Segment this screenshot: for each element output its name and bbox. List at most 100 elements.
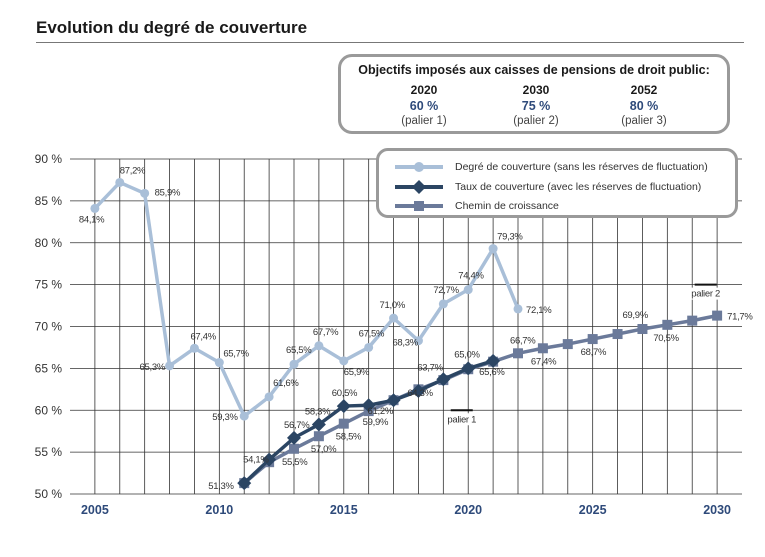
data-label-degre: 65,9% [344, 367, 370, 378]
point-degre [364, 342, 374, 352]
point-degre [389, 313, 399, 323]
objective-percent: 60 % [409, 99, 439, 113]
point-degre [463, 285, 473, 295]
point-chemin [313, 431, 324, 442]
data-label-taux: 65,0% [454, 349, 480, 360]
data-label-degre: 68,3% [392, 338, 418, 349]
palier-label-bg [446, 413, 479, 426]
data-label-chemin: 70,5% [653, 333, 679, 344]
point-taux [336, 399, 351, 414]
data-label-chemin: 59,9% [363, 417, 389, 428]
data-label-taux: 54,1% [243, 455, 269, 466]
legend-label: Degré de couverture (sans les réserves d… [455, 161, 708, 173]
point-chemin [537, 343, 548, 354]
x-tick-label: 2005 [81, 503, 109, 517]
point-taux [237, 476, 252, 491]
data-label-degre: 65,5% [286, 345, 312, 356]
data-label-chemin: 69,9% [622, 310, 648, 321]
y-tick-label: 60 % [35, 403, 63, 417]
title-divider [36, 42, 744, 43]
point-taux [386, 393, 401, 408]
data-label-degre: 72,1% [526, 305, 552, 316]
y-tick-label: 70 % [35, 320, 63, 334]
y-tick-label: 65 % [35, 361, 63, 375]
point-degre [115, 177, 125, 187]
data-label-degre: 65,3% [140, 362, 166, 373]
point-degre [289, 359, 299, 369]
point-chemin [513, 348, 523, 359]
data-label-degre: 85,9% [155, 187, 181, 198]
objective-2052: 2052 80 % (palier 3) [599, 83, 689, 129]
y-tick-label: 80 % [35, 236, 63, 250]
series-line-degre [93, 180, 520, 418]
data-label-degre: 74,4% [458, 271, 484, 282]
data-label-taux: 60,5% [332, 388, 358, 399]
legend-item-chemin: Chemin de croissance [393, 198, 559, 214]
x-tick-label: 2025 [579, 503, 607, 517]
point-degre [140, 188, 150, 198]
objective-step: (palier 1) [401, 115, 447, 127]
x-tick-label: 2020 [454, 503, 482, 517]
point-degre [214, 358, 224, 368]
chart-data-labels: 84,1% 87,2% 85,9% 65,3% 67,4% 65,7% 59,3% 61,6%… [79, 165, 754, 492]
point-taux [311, 417, 326, 432]
point-degre [264, 392, 274, 402]
legend-label: Taux de couverture (avec les réserves de… [455, 181, 702, 193]
data-label-taux: 65,6% [479, 367, 505, 378]
objective-2020: 2020 60 % (palier 1) [379, 83, 469, 129]
y-tick-label: 85 % [35, 194, 63, 208]
data-label-chemin: 57,0% [311, 444, 337, 455]
objectives-box: Objectifs imposés aux caisses de pension… [338, 54, 730, 134]
point-chemin [662, 319, 673, 330]
palier-label: palier 1 [447, 414, 476, 425]
point-degre [339, 356, 349, 366]
data-label-chemin: 64,3% [407, 388, 433, 399]
point-chemin [289, 443, 299, 454]
y-tick-label: 50 % [35, 487, 63, 501]
data-label-degre: 67,7% [313, 327, 339, 338]
point-degre [513, 304, 523, 314]
objective-2030: 2030 75 % (palier 2) [491, 83, 581, 129]
palier-label-bg [690, 287, 723, 300]
series-line-chemin [243, 313, 718, 485]
data-label-taux: 56,7% [284, 420, 310, 431]
data-label-degre: 87,2% [120, 165, 146, 176]
data-label-degre: 72,7% [433, 285, 459, 296]
legend-label: Chemin de croissance [455, 200, 559, 212]
point-chemin [587, 334, 598, 345]
chart-series [90, 177, 723, 491]
point-taux [287, 430, 301, 445]
legend-marker-square [395, 201, 443, 211]
point-chemin [687, 315, 698, 326]
x-tick-label: 2010 [205, 503, 233, 517]
point-taux [361, 398, 376, 413]
objective-year: 2020 [410, 83, 438, 97]
page-title: Evolution du degré de couverture [36, 18, 308, 37]
point-degre [239, 411, 249, 421]
objective-step: (palier 3) [621, 115, 667, 127]
data-label-chemin: 71,7% [727, 312, 753, 323]
point-chemin [637, 324, 648, 335]
y-tick-label: 55 % [35, 445, 63, 459]
legend-marker-diamond [395, 180, 443, 194]
data-label-degre: 67,5% [359, 328, 385, 339]
point-taux [436, 372, 451, 387]
data-label-chemin: 67,4% [531, 356, 557, 367]
point-degre [438, 299, 448, 309]
data-label-taux: 51,3% [208, 481, 234, 492]
point-degre [314, 341, 324, 351]
chart-axes: 50 % 55 % 60 % 65 % 70 % 75 % 80 % 85 % 90 % 2005… [35, 152, 731, 517]
objective-percent: 75 % [521, 99, 551, 113]
legend-item-degre: Degré de couverture (sans les réserves d… [393, 159, 708, 175]
data-label-degre: 84,1% [79, 214, 105, 225]
legend-item-taux: Taux de couverture (avec les réserves de… [393, 179, 701, 195]
point-chemin [612, 329, 623, 340]
data-label-chemin: 58,5% [336, 432, 362, 443]
palier-label: palier 2 [691, 289, 720, 300]
point-degre [488, 244, 498, 254]
point-taux [461, 361, 476, 376]
data-label-degre: 67,4% [190, 331, 216, 342]
objective-year: 2030 [522, 83, 550, 97]
data-label-taux: 61,2% [368, 406, 394, 417]
